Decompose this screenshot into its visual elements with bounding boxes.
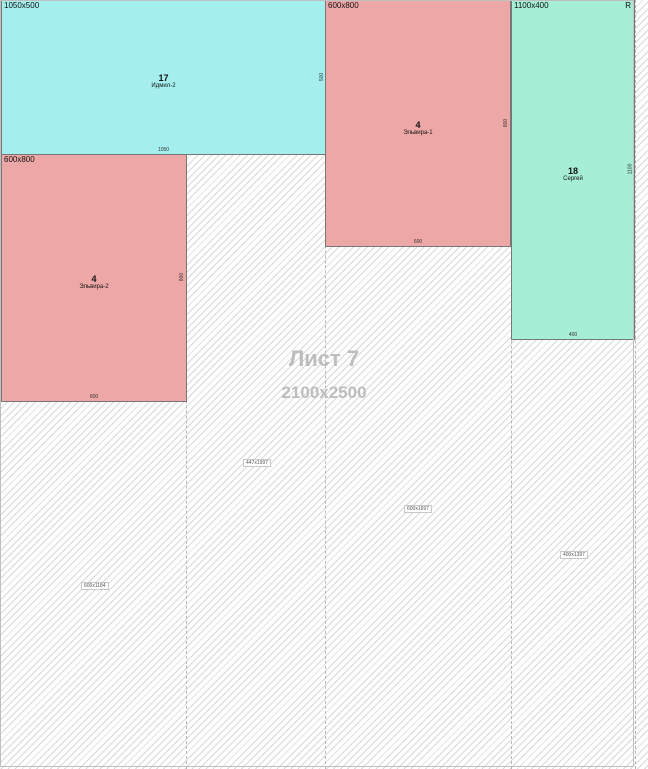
cut-line	[511, 0, 512, 769]
waste-area-label: 447x1997	[243, 459, 271, 467]
part-size-label: 1050x500	[4, 1, 40, 10]
part-center-label: 4 Эльвира-2	[2, 274, 186, 291]
cut-line	[325, 0, 326, 769]
part-4-elvira-1[interactable]: 600x800 4 Эльвира-1 800 600	[325, 0, 511, 247]
part-owner: Эльвира-1	[403, 130, 433, 136]
part-height-dim: 800	[178, 272, 185, 282]
sheet-size: 2100x2500	[281, 383, 367, 402]
part-size-label: 1100x400	[514, 1, 549, 10]
part-height-dim: 1100	[627, 163, 634, 175]
part-number: 18	[567, 166, 578, 176]
part-size-label: 600x800	[328, 1, 359, 10]
part-center-label: 17 Идмил-2	[2, 73, 325, 90]
part-center-label: 18 Сергей	[512, 166, 634, 183]
part-owner: Идмил-2	[151, 83, 176, 89]
waste-area-label: 600x1697	[404, 505, 432, 513]
part-18-sergey[interactable]: 1100x400 R 18 Сергей 1100 400	[511, 0, 635, 340]
part-number: 4	[91, 274, 97, 284]
waste-area-label: 600x1184	[81, 582, 109, 590]
sheet-title: Лист 7	[288, 346, 360, 371]
part-number: 4	[415, 120, 421, 130]
part-size-label: 600x800	[4, 155, 35, 164]
part-width-dim: 600	[89, 394, 99, 400]
part-height-dim: 500	[318, 72, 325, 82]
part-owner: Эльвира-2	[79, 284, 109, 290]
part-4-elvira-2[interactable]: 600x800 4 Эльвира-2 800 600	[1, 154, 187, 402]
cut-line	[635, 0, 636, 769]
part-center-label: 4 Эльвира-1	[326, 120, 510, 137]
part-number: 17	[158, 73, 169, 83]
part-height-dim: 800	[502, 118, 509, 128]
part-width-dim: 1050	[157, 147, 170, 153]
rotated-mark: R	[625, 1, 631, 10]
part-width-dim: 400	[568, 332, 578, 338]
part-owner: Сергей	[563, 176, 583, 182]
part-width-dim: 600	[413, 239, 423, 245]
part-17-idmil-2[interactable]: 1050x500 17 Идмил-2 500 1050	[1, 0, 326, 155]
waste-area-label: 400x1397	[560, 551, 588, 559]
